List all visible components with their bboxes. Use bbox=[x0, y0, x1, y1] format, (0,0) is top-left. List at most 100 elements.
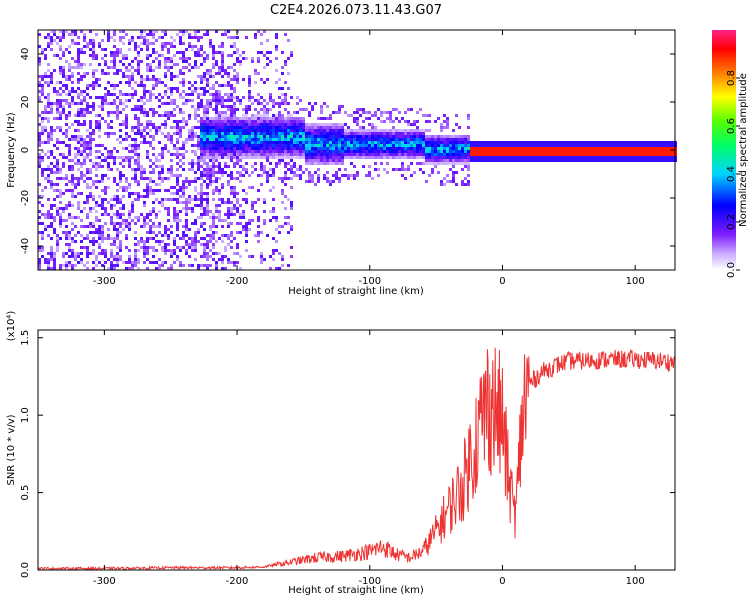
spectrogram-cell bbox=[317, 150, 320, 153]
spectrogram-cell bbox=[68, 216, 71, 219]
spectrogram-cell bbox=[209, 69, 212, 72]
spectrogram-cell bbox=[227, 120, 230, 123]
spectrogram-cell bbox=[113, 255, 116, 258]
spectrogram-cell bbox=[95, 144, 98, 147]
spectrogram-cell bbox=[254, 72, 257, 75]
spectrogram-cell bbox=[137, 144, 140, 147]
spectrogram-cell bbox=[182, 189, 185, 192]
spectrogram-cell bbox=[545, 150, 548, 153]
spectrogram-cell bbox=[251, 201, 254, 204]
spectrogram-cell bbox=[266, 78, 269, 81]
spectrogram-cell bbox=[80, 171, 83, 174]
spectrogram-cell bbox=[404, 138, 407, 141]
spectrogram-cell bbox=[437, 144, 440, 147]
spectrogram-cell bbox=[65, 60, 68, 63]
spectrogram-cell bbox=[176, 201, 179, 204]
spectrogram-cell bbox=[221, 153, 224, 156]
spectrogram-cell bbox=[203, 57, 206, 60]
spectrogram-cell bbox=[134, 180, 137, 183]
spectrogram-cell bbox=[455, 150, 458, 153]
spectrogram-cell bbox=[353, 150, 356, 153]
spectrogram-cell bbox=[41, 78, 44, 81]
spectrogram-cell bbox=[158, 159, 161, 162]
spectrogram-cell bbox=[86, 111, 89, 114]
spectrogram-cell bbox=[107, 135, 110, 138]
spectrogram-cell bbox=[266, 63, 269, 66]
spectrogram-cell bbox=[206, 108, 209, 111]
spectrogram-cell bbox=[359, 132, 362, 135]
spectrogram-cell bbox=[218, 162, 221, 165]
spectrogram-cell bbox=[83, 111, 86, 114]
spectrogram-cell bbox=[191, 150, 194, 153]
spectrogram-cell bbox=[272, 147, 275, 150]
spectrogram-cell bbox=[248, 141, 251, 144]
spectrogram-cell bbox=[236, 48, 239, 51]
spectrogram-cell bbox=[176, 138, 179, 141]
spectrogram-cell bbox=[485, 141, 488, 144]
spectrogram-cell bbox=[155, 165, 158, 168]
spectrogram-cell bbox=[92, 252, 95, 255]
spectrogram-cell bbox=[248, 135, 251, 138]
spectrogram-cell bbox=[47, 267, 50, 270]
spectrogram-cell bbox=[122, 207, 125, 210]
spectrogram-cell bbox=[434, 156, 437, 159]
spectrogram-cell bbox=[92, 138, 95, 141]
spectrogram-cell bbox=[47, 63, 50, 66]
spectrogram-cell bbox=[242, 141, 245, 144]
spectrogram-cell bbox=[320, 156, 323, 159]
spectrogram-cell bbox=[80, 234, 83, 237]
spectrogram-cell bbox=[98, 237, 101, 240]
spectrogram-cell bbox=[191, 129, 194, 132]
spectrogram-cell bbox=[281, 99, 284, 102]
spectrogram-cell bbox=[455, 114, 458, 117]
spectrogram-cell bbox=[104, 96, 107, 99]
spectrogram-cell bbox=[455, 162, 458, 165]
spectrogram-cell bbox=[119, 255, 122, 258]
spectrogram-cell bbox=[197, 144, 200, 147]
spectrogram-cell bbox=[209, 117, 212, 120]
spectrogram-cell bbox=[47, 117, 50, 120]
spectrogram-cell bbox=[416, 153, 419, 156]
spectrogram-cell bbox=[203, 90, 206, 93]
spectrogram-cell bbox=[272, 117, 275, 120]
spectrogram-cell bbox=[593, 159, 596, 162]
spectrogram-cell bbox=[224, 234, 227, 237]
spectrogram-cell bbox=[296, 168, 299, 171]
spectrogram-cell bbox=[107, 33, 110, 36]
spectrogram-cell bbox=[233, 129, 236, 132]
spectrogram-cell bbox=[128, 192, 131, 195]
spectrogram-cell bbox=[368, 138, 371, 141]
spectrogram-cell bbox=[71, 249, 74, 252]
spectrogram-cell bbox=[209, 141, 212, 144]
spectrogram-cell bbox=[224, 255, 227, 258]
spectrogram-cell bbox=[77, 231, 80, 234]
spectrogram-cell bbox=[233, 87, 236, 90]
spectrogram-cell bbox=[461, 150, 464, 153]
spectrogram-cell bbox=[233, 192, 236, 195]
spectrogram-cell bbox=[233, 162, 236, 165]
spectrogram-cell bbox=[356, 111, 359, 114]
spectrogram-cell bbox=[362, 153, 365, 156]
spectrogram-cell bbox=[215, 108, 218, 111]
spectrogram-cell bbox=[191, 93, 194, 96]
spectrogram-cell bbox=[290, 171, 293, 174]
spectrogram-cell bbox=[293, 126, 296, 129]
spectrogram-cell bbox=[83, 150, 86, 153]
spectrogram-cell bbox=[245, 105, 248, 108]
spectrogram-cell bbox=[482, 156, 485, 159]
spectrogram-cell bbox=[206, 192, 209, 195]
spectrogram-cell bbox=[89, 252, 92, 255]
spectrogram-cell bbox=[143, 240, 146, 243]
spectrogram-cell bbox=[107, 93, 110, 96]
spectrogram-cell bbox=[392, 150, 395, 153]
spectrogram-cell bbox=[269, 123, 272, 126]
spectrogram-cell bbox=[167, 249, 170, 252]
spectrogram-cell bbox=[44, 216, 47, 219]
spectrogram-cell bbox=[662, 150, 665, 153]
spectrogram-cell bbox=[143, 108, 146, 111]
spectrogram-cell bbox=[197, 48, 200, 51]
spectrogram-cell bbox=[170, 57, 173, 60]
spectrogram-cell bbox=[353, 132, 356, 135]
spectrogram-cell bbox=[380, 132, 383, 135]
spectrogram-cell bbox=[353, 156, 356, 159]
